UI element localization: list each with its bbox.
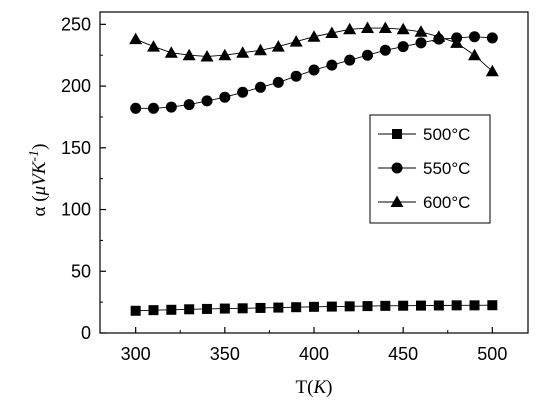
data-point (487, 300, 498, 311)
data-point (380, 300, 391, 311)
y-tick-label: 150 (61, 138, 91, 158)
data-point (255, 302, 266, 313)
data-point (254, 43, 267, 56)
data-point (271, 40, 285, 52)
data-point (255, 81, 266, 93)
data-point (344, 301, 355, 312)
data-point (289, 35, 303, 47)
y-tick-label: 100 (61, 200, 91, 220)
data-point (201, 95, 213, 107)
legend-marker (390, 195, 404, 207)
data-point (166, 304, 177, 315)
series-triangle (129, 21, 499, 77)
data-point (309, 301, 319, 312)
x-tick-label: 400 (299, 344, 329, 364)
data-point (290, 70, 302, 82)
data-point (450, 36, 464, 48)
data-point (148, 102, 159, 114)
legend-label: 600°C (423, 193, 470, 212)
data-point (219, 91, 231, 103)
legend-marker (391, 162, 403, 174)
data-point (469, 31, 480, 43)
data-point (130, 102, 142, 114)
data-point (398, 300, 409, 311)
data-point (129, 32, 143, 45)
data-point (485, 64, 499, 77)
data-point (202, 303, 212, 314)
data-point (164, 46, 178, 58)
data-point (379, 44, 391, 56)
data-point (326, 301, 337, 312)
data-point (236, 46, 250, 58)
x-axis-label: T(K) (296, 377, 333, 398)
data-point (361, 21, 374, 34)
y-axis-label: α (μVK-1) (27, 144, 50, 217)
series-square (130, 300, 498, 316)
axis-ticks: 300 350 400 450 500 0 50 100 150 200 250 (61, 14, 507, 364)
legend-box (369, 114, 491, 224)
data-point (326, 59, 338, 71)
data-point (182, 48, 196, 61)
data-point (362, 301, 373, 312)
legend-label: 500°C (423, 125, 470, 144)
data-point (433, 300, 444, 311)
data-point (396, 22, 410, 35)
data-series (129, 21, 499, 316)
data-point (415, 37, 427, 49)
data-point (291, 302, 302, 313)
data-point (237, 303, 248, 314)
data-point (414, 25, 428, 37)
x-tick-label: 500 (477, 344, 507, 364)
data-point (184, 304, 195, 315)
data-point (237, 86, 249, 98)
y-tick-label: 250 (61, 14, 91, 34)
data-point (432, 30, 446, 42)
data-point (272, 76, 284, 88)
data-point (183, 99, 195, 111)
data-point (325, 26, 339, 38)
legend-marker (392, 129, 402, 139)
y-tick-label: 0 (81, 323, 91, 343)
y-tick-label: 200 (61, 76, 91, 96)
data-point (308, 64, 320, 76)
data-point (165, 101, 177, 113)
x-tick-label: 350 (210, 344, 240, 364)
data-point (147, 40, 160, 52)
data-point (130, 305, 141, 316)
legend-label: 550°C (423, 159, 470, 178)
data-point (273, 302, 284, 313)
data-point (469, 300, 480, 311)
y-tick-label: 50 (71, 261, 91, 281)
data-point (219, 303, 230, 314)
legend: 500°C 550°C 600°C (369, 114, 491, 224)
data-point (148, 305, 159, 316)
data-point (416, 300, 426, 311)
data-point (362, 49, 373, 61)
x-tick-label: 300 (121, 344, 151, 364)
x-tick-label: 450 (388, 344, 418, 364)
data-point (397, 41, 409, 53)
data-point (468, 48, 481, 61)
data-point (343, 22, 357, 35)
data-point (307, 30, 321, 42)
series-circle (130, 31, 498, 114)
data-point (218, 48, 232, 61)
legend-items: 500°C 550°C 600°C (378, 125, 470, 212)
data-point (451, 300, 462, 311)
data-point (486, 32, 498, 44)
data-point (378, 21, 392, 34)
data-point (200, 49, 214, 62)
data-point (344, 54, 356, 66)
